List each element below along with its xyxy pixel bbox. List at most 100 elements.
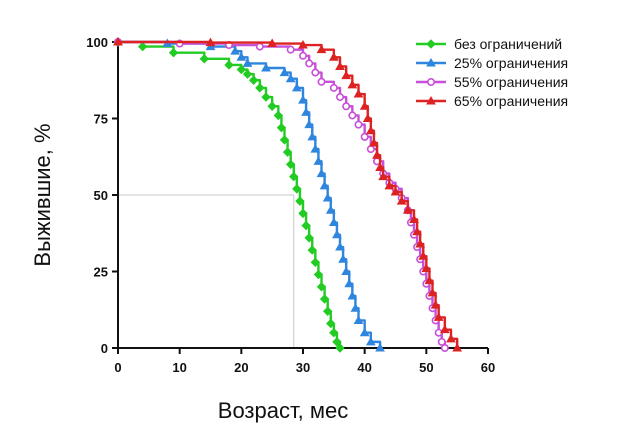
data-point-triangle [421, 263, 432, 272]
data-point-triangle [307, 131, 318, 141]
data-point-circle [286, 45, 295, 54]
data-point-triangle [316, 168, 327, 178]
data-point-triangle [426, 57, 436, 67]
data-point-circle [317, 77, 326, 86]
data-point-triangle [372, 150, 382, 159]
data-point-circle [298, 51, 307, 60]
y-tick-label: 100 [86, 35, 108, 50]
data-point-triangle [341, 266, 352, 275]
data-point-triangle [242, 58, 253, 67]
data-point-triangle [353, 89, 364, 98]
data-point-triangle [344, 278, 355, 288]
x-tick-label: 20 [234, 360, 248, 375]
data-point-triangle [390, 186, 401, 196]
data-point-diamond [276, 122, 287, 133]
data-point-circle [311, 68, 320, 77]
data-point-diamond [285, 159, 296, 170]
data-point-diamond [168, 48, 179, 58]
data-point-triangle [415, 238, 426, 248]
data-point-triangle [328, 52, 339, 61]
data-point-triangle [396, 196, 407, 205]
data-point-triangle [319, 180, 330, 190]
data-point-diamond [236, 64, 247, 75]
data-point-triangle [335, 61, 345, 70]
data-point-triangle [347, 290, 358, 300]
axis-ticks: 0 25 50 75 100 0 10 20 30 40 50 60 [86, 35, 495, 375]
data-point-triangle [205, 37, 216, 47]
data-point-triangle [285, 73, 296, 83]
x-tick-label: 50 [419, 360, 433, 375]
data-point-diamond [292, 184, 302, 194]
data-point-triangle [426, 95, 436, 105]
data-point-circle [305, 59, 314, 68]
legend-label: 25% ограничения [454, 55, 568, 71]
data-point-triangle [378, 171, 389, 181]
data-point-triangle [452, 342, 463, 352]
legend-item: 65% ограничения [416, 93, 568, 109]
data-point-circle [335, 93, 344, 102]
data-point-diamond [248, 75, 259, 85]
data-point-triangle [359, 101, 370, 110]
legend-item: 55% ограничения [416, 74, 568, 90]
data-point-triangle [316, 44, 327, 54]
legend-label: без ограничений [454, 36, 562, 52]
data-point-triangle [365, 125, 376, 135]
data-point-triangle [279, 67, 290, 77]
legend-label: 55% ограничения [454, 74, 568, 90]
data-point-diamond [319, 294, 330, 304]
data-point-diamond [273, 110, 284, 121]
data-point-triangle [409, 214, 419, 223]
data-point-circle [255, 42, 264, 51]
data-point-circle [440, 343, 449, 352]
data-point-triangle [298, 40, 308, 49]
data-point-diamond [301, 220, 311, 231]
x-tick-label: 40 [357, 360, 371, 375]
data-point-circle [342, 102, 351, 111]
y-axis-title: Выжившие, % [30, 123, 55, 266]
data-point-circle [354, 120, 363, 129]
data-point-triangle [338, 254, 348, 263]
data-point-triangle [350, 303, 361, 312]
data-point-diamond [298, 208, 308, 219]
data-point-triangle [424, 275, 435, 285]
data-point-circle [366, 145, 375, 154]
data-point-diamond [316, 282, 327, 292]
data-point-triangle [384, 180, 395, 190]
data-point-diamond [310, 257, 321, 268]
data-point-triangle [328, 217, 339, 227]
data-point-triangle [412, 226, 422, 236]
data-point-triangle [418, 251, 429, 260]
data-point-diamond [307, 245, 317, 255]
legend: без ограничений 25% ограничения 55% ограни… [416, 36, 568, 109]
data-point-diamond [335, 343, 345, 353]
y-tick-label: 25 [94, 265, 108, 280]
data-point-triangle [353, 315, 364, 324]
x-tick-label: 0 [114, 360, 121, 375]
data-point-triangle [335, 242, 345, 251]
data-point-diamond [329, 327, 339, 338]
data-point-triangle [230, 46, 241, 55]
data-point-diamond [426, 39, 436, 49]
data-point-triangle [313, 156, 324, 165]
data-point-circle [360, 132, 369, 141]
series-1 [113, 37, 345, 353]
data-point-circle [437, 337, 446, 346]
data-point-triangle [310, 144, 321, 153]
data-point-triangle [433, 312, 444, 321]
data-point-triangle [298, 95, 308, 104]
data-point-diamond [289, 171, 299, 182]
data-point-diamond [242, 69, 253, 79]
data-point-triangle [446, 333, 456, 343]
data-point-triangle [427, 287, 438, 297]
data-point-triangle [402, 205, 413, 214]
data-point-triangle [325, 205, 336, 214]
data-point-diamond [137, 41, 148, 52]
y-tick-label: 75 [94, 112, 108, 127]
data-point-triangle [347, 79, 358, 89]
data-point-triangle [113, 36, 123, 46]
legend-item: 25% ограничения [416, 55, 568, 71]
data-point-triangle [375, 162, 385, 171]
data-point-triangle [439, 324, 450, 334]
data-point-triangle [365, 336, 376, 346]
